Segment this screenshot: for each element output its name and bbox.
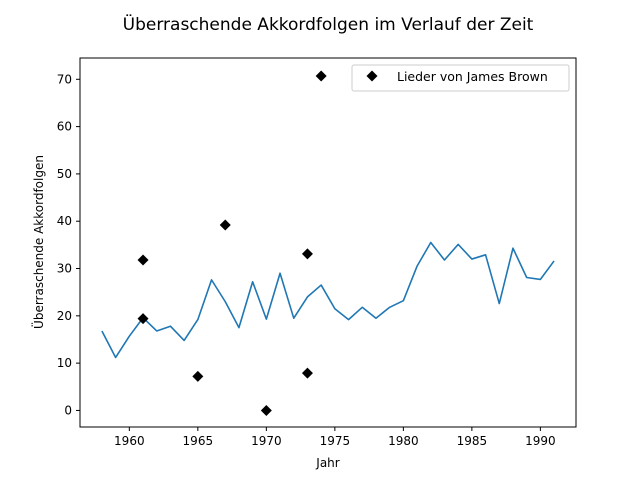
x-axis-label: Jahr (315, 456, 339, 470)
scatter-point-diamond (192, 370, 204, 382)
y-axis-label: Überraschende Akkordfolgen (30, 155, 46, 329)
y-axis: 0 10 20 30 40 50 60 70 (57, 72, 80, 417)
x-axis: 1960 1965 1970 1975 1980 1985 1990 (114, 427, 556, 448)
scatter-point-diamond (301, 367, 313, 379)
scatter-point-diamond (301, 248, 313, 260)
y-tick-label: 50 (57, 167, 72, 181)
legend-label: Lieder von James Brown (397, 69, 548, 84)
series-line (101, 241, 555, 359)
scatter-point-diamond (137, 313, 149, 325)
y-tick-label: 40 (57, 214, 72, 228)
scatter-point-diamond (137, 254, 149, 266)
x-tick-label: 1990 (525, 434, 556, 448)
scatter-point-diamond (315, 70, 327, 82)
x-tick-label: 1980 (388, 434, 419, 448)
x-tick-label: 1960 (114, 434, 145, 448)
y-tick-label: 10 (57, 356, 72, 370)
y-tick-label: 60 (57, 120, 72, 134)
legend-marker-diamond (366, 70, 378, 82)
chart-title: Überraschende Akkordfolgen im Verlauf de… (123, 13, 534, 35)
plot-area (101, 70, 555, 416)
x-tick-label: 1970 (251, 434, 282, 448)
legend-box (351, 64, 570, 92)
y-tick-label: 70 (57, 72, 72, 86)
plot-frame (79, 57, 577, 428)
x-tick-label: 1975 (320, 434, 351, 448)
scatter-point-diamond (260, 404, 272, 416)
y-tick-label: 0 (64, 403, 72, 417)
y-tick-label: 30 (57, 262, 72, 276)
legend: Lieder von James Brown (351, 64, 570, 92)
y-tick-label: 20 (57, 309, 72, 323)
x-tick-label: 1985 (457, 434, 488, 448)
x-tick-label: 1965 (183, 434, 214, 448)
scatter-point-diamond (219, 219, 231, 231)
